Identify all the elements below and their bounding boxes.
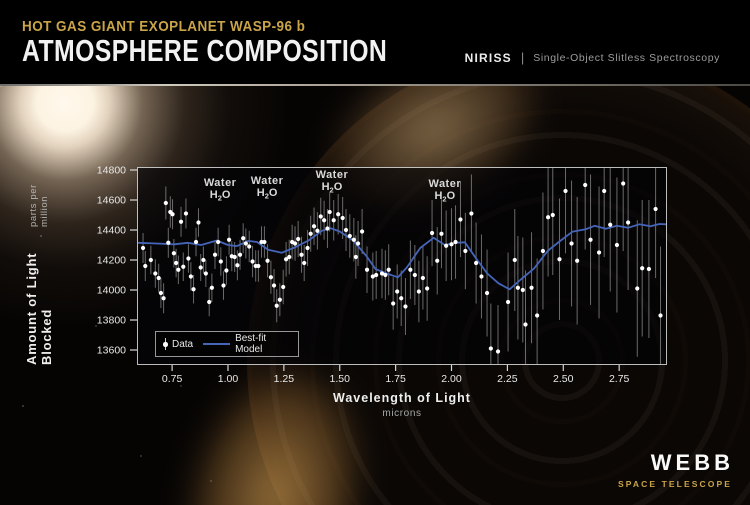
svg-text:14200: 14200: [97, 255, 126, 267]
y-axis-subtitle: parts per million: [28, 184, 50, 228]
svg-text:H2O: H2O: [434, 190, 455, 204]
svg-text:2.75: 2.75: [609, 373, 630, 385]
x-axis-subtitle: microns: [382, 408, 422, 419]
y-axis-title: Amount of Light Blocked: [24, 252, 54, 365]
header: HOT GAS GIANT EXOPLANET WASP-96 b ATMOSP…: [0, 0, 750, 84]
data-point-icon: [163, 338, 168, 350]
webb-logo: WEBB SPACE TELESCOPE: [618, 450, 730, 489]
svg-text:13600: 13600: [97, 345, 126, 357]
y-axis-title-group: Amount of Light Blocked parts per millio…: [24, 167, 54, 365]
legend-item-data: Data: [163, 338, 194, 350]
svg-text:1.50: 1.50: [330, 373, 351, 385]
x-axis-title-group: Wavelength of Light microns: [137, 391, 667, 419]
svg-text:1.25: 1.25: [274, 373, 295, 385]
svg-text:H2O: H2O: [257, 187, 278, 201]
svg-text:2.50: 2.50: [553, 373, 574, 385]
instrument-mode: Single-Object Slitless Spectroscopy: [533, 51, 720, 64]
svg-text:13800: 13800: [97, 315, 126, 327]
svg-text:H2O: H2O: [210, 189, 231, 203]
legend-model-label: Best-fit Model: [235, 333, 267, 355]
model-line-icon: [203, 343, 231, 345]
svg-text:Water: Water: [316, 169, 349, 181]
svg-text:2.00: 2.00: [441, 373, 462, 385]
page-title: ATMOSPHERE COMPOSITION: [22, 33, 388, 68]
svg-text:14400: 14400: [97, 225, 126, 237]
svg-text:Water: Water: [428, 178, 461, 190]
webb-wordmark: WEBB: [650, 450, 734, 475]
instrument-line: NIRISS | Single-Object Slitless Spectros…: [465, 50, 720, 65]
header-divider-line: [0, 84, 750, 86]
svg-text:Water: Water: [251, 175, 284, 187]
svg-text:0.75: 0.75: [162, 373, 183, 385]
legend-data-label: Data: [172, 338, 194, 350]
svg-text:H2O: H2O: [322, 181, 343, 195]
legend-item-model: Best-fit Model: [203, 333, 290, 355]
svg-text:14600: 14600: [97, 195, 126, 207]
x-axis-title: Wavelength of Light: [333, 391, 471, 405]
instrument-name: NIRISS: [464, 50, 512, 65]
instrument-divider: |: [520, 50, 525, 65]
svg-text:1.75: 1.75: [385, 373, 406, 385]
svg-text:14000: 14000: [97, 285, 126, 297]
svg-text:14800: 14800: [97, 165, 126, 177]
svg-text:2.25: 2.25: [497, 373, 518, 385]
webb-subtitle: SPACE TELESCOPE: [618, 479, 732, 489]
eyebrow-title: HOT GAS GIANT EXOPLANET WASP-96 b: [22, 18, 306, 35]
chart-legend: Data Best-fit Model: [155, 331, 299, 357]
svg-text:Water: Water: [204, 177, 237, 189]
svg-text:1.00: 1.00: [218, 373, 239, 385]
